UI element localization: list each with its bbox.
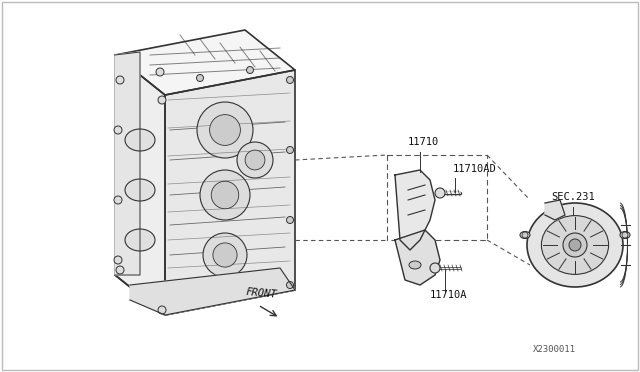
Text: 11710AD: 11710AD [453,164,497,174]
Circle shape [287,217,294,224]
Circle shape [430,263,440,273]
Circle shape [158,96,166,104]
Circle shape [114,126,122,134]
Circle shape [114,256,122,264]
Circle shape [197,102,253,158]
Circle shape [211,181,239,209]
Circle shape [156,68,164,76]
Polygon shape [115,52,140,275]
Ellipse shape [125,129,155,151]
Text: FRONT: FRONT [245,287,277,300]
Polygon shape [395,170,435,250]
Circle shape [522,232,528,238]
Text: SEC.231: SEC.231 [551,192,595,202]
Circle shape [196,74,204,81]
Circle shape [563,233,587,257]
Polygon shape [115,30,295,95]
Ellipse shape [620,231,630,238]
Circle shape [213,243,237,267]
Ellipse shape [527,203,623,287]
Circle shape [287,77,294,83]
Circle shape [114,196,122,204]
Ellipse shape [125,229,155,251]
Circle shape [210,115,241,145]
Text: 11710: 11710 [408,137,439,147]
Ellipse shape [409,261,421,269]
Circle shape [569,239,581,251]
Polygon shape [130,268,295,315]
Circle shape [116,266,124,274]
Ellipse shape [541,216,609,275]
Polygon shape [545,200,565,220]
Circle shape [435,188,445,198]
Circle shape [245,150,265,170]
Circle shape [287,282,294,289]
Polygon shape [115,55,165,315]
Polygon shape [165,70,295,315]
Text: X2300011: X2300011 [533,345,576,354]
Circle shape [287,147,294,154]
Circle shape [158,306,166,314]
Circle shape [116,76,124,84]
Circle shape [246,67,253,74]
Circle shape [237,142,273,178]
Circle shape [622,232,628,238]
Ellipse shape [125,179,155,201]
Circle shape [200,170,250,220]
Polygon shape [395,230,440,285]
Circle shape [203,233,247,277]
Ellipse shape [520,231,530,238]
Text: 11710A: 11710A [430,290,467,300]
